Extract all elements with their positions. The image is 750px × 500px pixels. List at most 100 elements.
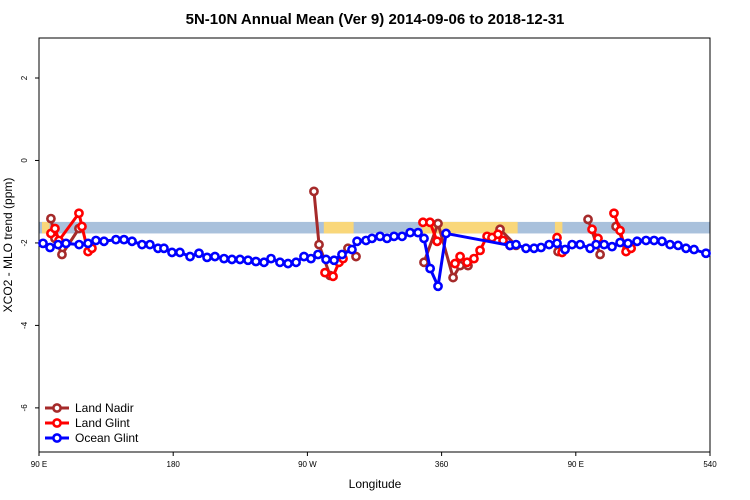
data-point — [91, 235, 101, 246]
data-point — [701, 248, 711, 259]
data-point — [320, 267, 330, 278]
y-tick-label: -4 — [20, 321, 29, 329]
data-point — [275, 257, 285, 268]
data-point — [405, 227, 416, 238]
data-point — [641, 235, 651, 246]
data-point — [57, 249, 67, 260]
data-point — [352, 236, 362, 247]
data-point — [45, 242, 55, 253]
data-point — [313, 249, 323, 260]
data-point — [448, 272, 458, 283]
data-point — [111, 234, 121, 245]
legend-label: Land Glint — [75, 416, 130, 430]
data-point — [587, 224, 597, 235]
data-point — [83, 238, 93, 249]
data-point — [455, 251, 465, 262]
data-point — [623, 238, 633, 249]
data-point — [433, 281, 443, 292]
data-point — [127, 236, 137, 247]
data-point — [309, 186, 319, 197]
data-point — [194, 248, 204, 259]
data-point — [419, 257, 429, 268]
x-tick-label: 90 E — [568, 460, 584, 469]
chart-title: 5N-10N Annual Mean (Ver 9) 2014-09-06 to… — [186, 11, 565, 28]
data-point — [61, 238, 71, 249]
x-tick-label: 90 W — [298, 460, 317, 469]
highlight-range — [323, 221, 354, 234]
data-point — [119, 234, 129, 245]
y-axis-label: XCO2 - MLO trend (ppm) — [1, 178, 15, 313]
data-point — [283, 258, 293, 269]
data-point — [493, 229, 503, 240]
data-point — [306, 253, 316, 264]
data-point — [38, 238, 48, 249]
x-tick-label: 540 — [703, 460, 717, 469]
y-tick-label: 2 — [20, 75, 29, 80]
data-point — [389, 231, 399, 242]
data-point — [583, 214, 593, 225]
data-point — [607, 241, 617, 252]
data-point — [185, 251, 195, 262]
data-point — [347, 244, 357, 255]
data-point — [50, 223, 60, 234]
legend-marker — [52, 403, 62, 413]
reference-band — [39, 221, 710, 234]
data-point — [567, 239, 577, 250]
data-point — [259, 257, 269, 268]
data-point — [441, 228, 451, 239]
data-point — [77, 221, 87, 232]
data-point — [462, 257, 472, 268]
data-point — [657, 236, 667, 247]
highlight-range — [422, 221, 518, 234]
data-point — [321, 254, 331, 265]
data-point — [599, 239, 610, 250]
data-point — [615, 225, 625, 236]
data-point — [46, 213, 56, 224]
data-point — [511, 239, 521, 250]
data-point — [74, 239, 85, 250]
data-point — [544, 239, 555, 250]
data-point — [425, 263, 436, 274]
legend-marker — [52, 418, 62, 428]
data-point — [425, 217, 435, 228]
y-tick-label: -2 — [20, 239, 29, 247]
data-point — [329, 255, 339, 266]
data-point — [689, 244, 699, 255]
data-point — [367, 233, 377, 244]
x-tick-label: 360 — [435, 460, 449, 469]
data-point — [475, 245, 485, 256]
data-point — [665, 239, 675, 250]
data-point — [615, 237, 625, 248]
x-tick-label: 90 E — [31, 460, 47, 469]
data-point — [591, 239, 601, 250]
data-point — [552, 238, 562, 249]
data-point — [314, 239, 324, 250]
data-point — [74, 208, 84, 219]
data-point — [419, 233, 429, 244]
data-point — [202, 252, 212, 263]
data-point — [413, 227, 423, 238]
data-point — [167, 247, 177, 258]
data-point — [266, 253, 276, 264]
data-point — [291, 257, 301, 268]
y-tick-label: -6 — [20, 404, 29, 412]
data-point — [351, 251, 361, 262]
data-point — [681, 243, 691, 254]
x-axis-label: Longitude — [349, 477, 402, 491]
data-point — [328, 271, 338, 282]
data-point — [137, 239, 147, 250]
legend-label: Ocean Glint — [75, 431, 139, 445]
data-point — [251, 256, 261, 267]
data-point — [673, 240, 683, 251]
data-point — [609, 208, 619, 219]
legend-marker — [52, 433, 62, 443]
data-point — [632, 236, 642, 247]
data-point — [159, 243, 169, 254]
data-point — [536, 242, 546, 253]
data-point — [53, 239, 63, 250]
data-point — [469, 253, 479, 264]
data-point — [210, 251, 220, 262]
data-point — [432, 236, 443, 247]
